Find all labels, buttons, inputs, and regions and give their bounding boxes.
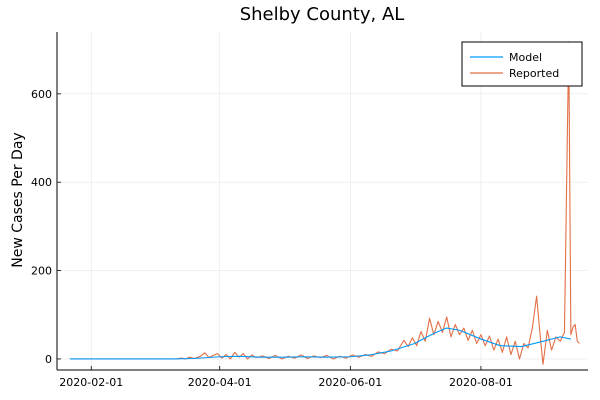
legend-box — [461, 41, 583, 87]
legend: Model Reported — [461, 41, 583, 87]
chart-title: Shelby County, AL — [240, 4, 405, 25]
axes — [56, 32, 588, 371]
y-tick-label: 600 — [31, 88, 52, 101]
x-tick-label: 2020-04-01 — [188, 376, 252, 389]
y-tick-label: 0 — [45, 353, 52, 366]
y-tick-label: 400 — [31, 176, 52, 189]
series-line-model — [69, 327, 571, 360]
x-tick-label: 2020-02-01 — [59, 376, 123, 389]
x-tick-label: 2020-06-01 — [318, 376, 382, 389]
y-axis-title: New Cases Per Day — [10, 132, 26, 267]
y-tick-label: 200 — [31, 265, 52, 278]
legend-label-reported: Reported — [509, 67, 559, 80]
x-tick-label: 2020-08-01 — [449, 376, 513, 389]
series-layer — [69, 41, 580, 365]
grid — [57, 32, 588, 370]
legend-label-model: Model — [509, 51, 542, 64]
tick-labels: 0 200 400 600 2020-02-01 2020-04-01 2020-06-01… — [31, 88, 513, 389]
series-line-reported — [69, 41, 580, 365]
